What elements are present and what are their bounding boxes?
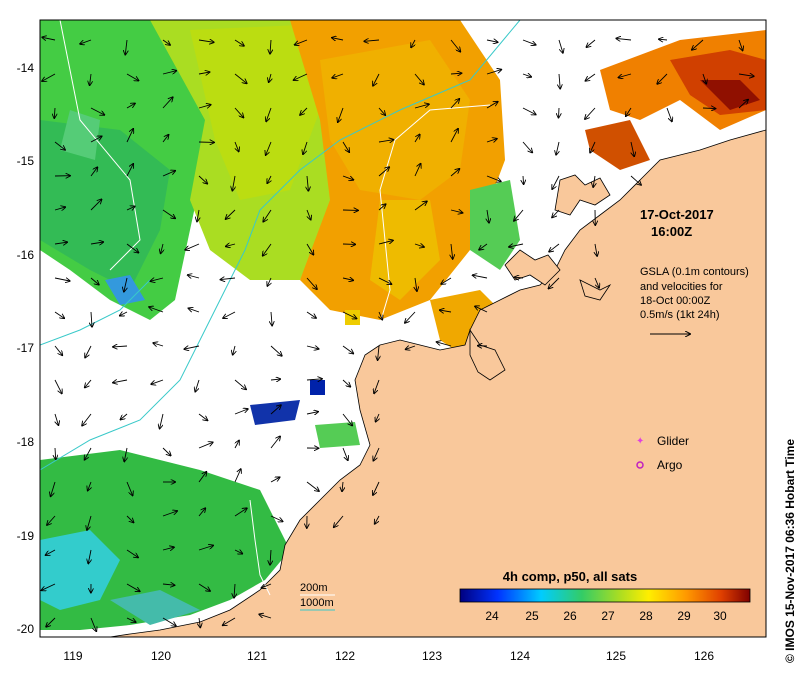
- gsla-line-4: 0.5m/s (1kt 24h): [640, 309, 719, 321]
- colorbar-tick: 25: [525, 609, 539, 623]
- y-tick-label: -15: [17, 154, 35, 168]
- gsla-line-1: GSLA (0.1m contours): [640, 266, 749, 278]
- depth-1000-label: 1000m: [300, 597, 334, 609]
- y-tick-label: -19: [17, 529, 35, 543]
- y-tick-label: -20: [17, 622, 35, 636]
- y-tick-label: -14: [17, 61, 35, 75]
- colorbar-title: 4h comp, p50, all sats: [503, 569, 637, 584]
- y-tick-label: -16: [17, 248, 35, 262]
- x-tick-label: 119: [63, 649, 82, 663]
- velocity-arrow: [523, 176, 524, 184]
- x-tick-label: 121: [247, 649, 267, 663]
- colorbar-tick: 27: [601, 609, 615, 623]
- x-axis: 119 120 121 122 123 124 125 126: [63, 649, 714, 663]
- gsla-line-2: and velocities for: [640, 281, 723, 293]
- y-axis: -14 -15 -16 -17 -18 -19 -20: [17, 61, 35, 636]
- map-area: ✦: [40, 20, 766, 637]
- depth-200-label: 200m: [300, 582, 328, 594]
- x-tick-label: 123: [422, 649, 442, 663]
- velocity-arrow: [559, 108, 560, 118]
- gsla-line-3: 18-Oct 00:00Z: [640, 295, 711, 307]
- date-label: 17-Oct-2017: [640, 207, 714, 222]
- colorbar-gradient: [460, 589, 750, 602]
- colorbar-tick: 24: [485, 609, 499, 623]
- colorbar-tick: 28: [639, 609, 653, 623]
- x-tick-label: 126: [694, 649, 714, 663]
- y-tick-label: -17: [17, 341, 35, 355]
- glider-marker-icon: ✦: [636, 436, 644, 447]
- colorbar-tick: 30: [713, 609, 727, 623]
- velocity-arrow: [703, 108, 715, 109]
- x-tick-label: 120: [151, 649, 171, 663]
- legend-argo-label: Argo: [657, 458, 683, 472]
- legend-glider-label: Glider: [657, 434, 689, 448]
- colorbar-tick: 29: [677, 609, 691, 623]
- x-tick-label: 122: [335, 649, 355, 663]
- x-tick-label: 125: [606, 649, 626, 663]
- x-tick-label: 124: [510, 649, 530, 663]
- colorbar-tick: 26: [563, 609, 577, 623]
- imos-credit: © IMOS 15-Nov-2017 06:36 Hobart Time: [783, 439, 797, 663]
- time-label: 16:00Z: [651, 224, 692, 239]
- y-tick-label: -18: [17, 435, 35, 449]
